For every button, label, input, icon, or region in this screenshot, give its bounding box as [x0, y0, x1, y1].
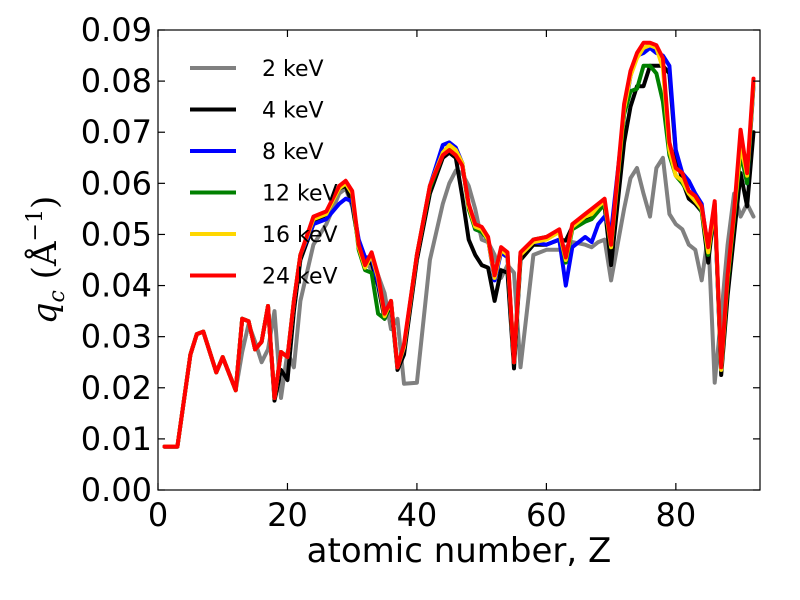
series-line-5: [162, 40, 756, 449]
series-layer: [162, 40, 756, 449]
y-tick-label: 0.02: [81, 369, 152, 407]
legend: 2 keV 4 keV 8 keV 12 keV 16 keV 24 keV: [190, 57, 338, 290]
legend-label-3: 12 keV: [262, 182, 338, 207]
y-tick-label: 0.04: [81, 267, 152, 305]
legend-label-4: 16 keV: [262, 223, 338, 248]
y-tick-label: 0.01: [81, 420, 152, 458]
axes-layer: [157, 29, 761, 491]
legend-label-2: 8 keV: [262, 140, 324, 165]
svg-text:qc (Å−1): qc (Å−1): [23, 196, 70, 324]
y-tick-label: 0.07: [81, 113, 152, 151]
y-tick-label: 0.08: [81, 62, 152, 100]
series-line-3: [162, 63, 756, 449]
y-tick-label: 0.09: [81, 11, 152, 49]
legend-label-5: 24 keV: [262, 265, 338, 290]
ticks-layer: 0 20 40 60 80 0.00 0.01 0.02 0.03 0.04 0.05 0.06 0.0…: [81, 11, 760, 534]
y-tick-label: 0.05: [81, 215, 152, 253]
x-tick-label: 60: [526, 496, 567, 534]
y-tick-label: 0.00: [81, 471, 152, 509]
plot-frame: [157, 29, 761, 491]
legend-label-0: 2 keV: [262, 57, 324, 82]
x-tick-label: 0: [148, 496, 168, 534]
y-tick-label: 0.03: [81, 318, 152, 356]
y-axis-label: qc (Å−1): [23, 196, 70, 324]
x-tick-label: 40: [397, 496, 438, 534]
x-tick-label: 80: [655, 496, 696, 534]
legend-label-1: 4 keV: [262, 99, 324, 124]
series-line-0: [162, 155, 756, 449]
y-tick-label: 0.06: [81, 164, 152, 202]
x-tick-label: 20: [267, 496, 308, 534]
x-axis-label: atomic number, Z: [307, 531, 612, 571]
